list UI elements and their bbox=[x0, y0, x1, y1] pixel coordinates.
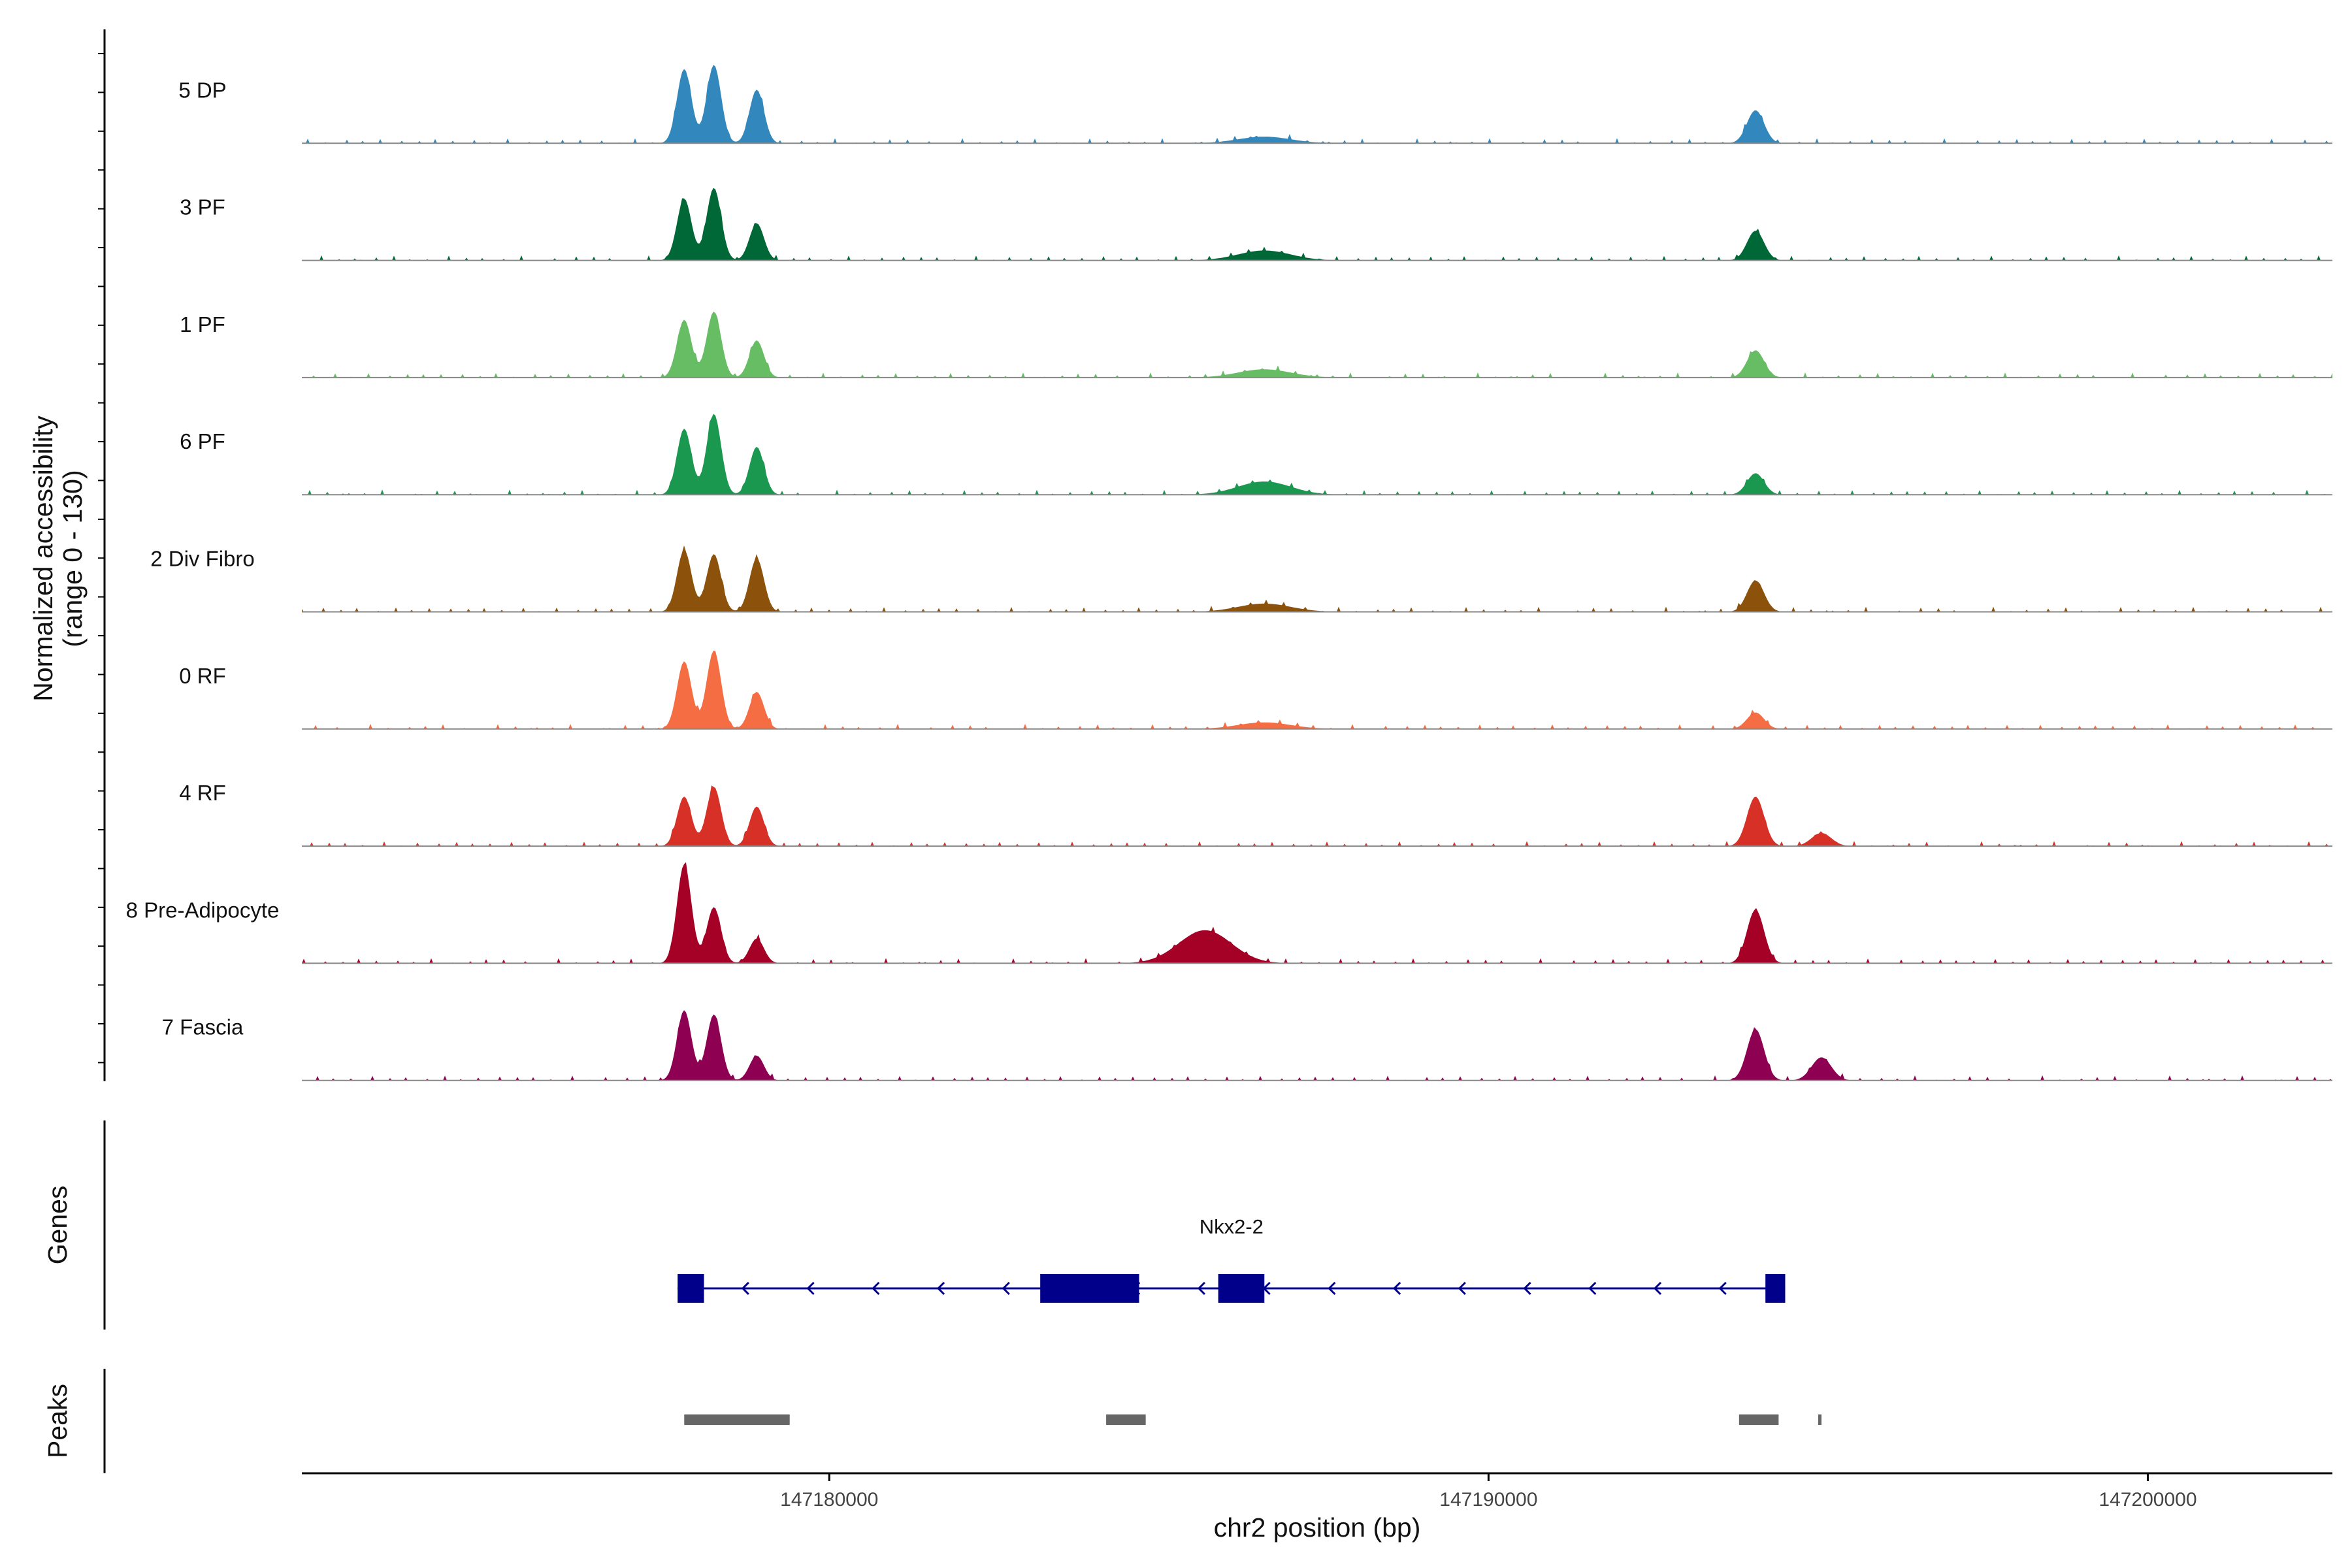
track-5-dp: 5 DP bbox=[178, 65, 2332, 144]
track-4-rf: 4 RF bbox=[179, 781, 2332, 847]
track-label: 6 PF bbox=[180, 429, 225, 453]
track-2-div-fibro: 2 Div Fibro bbox=[150, 545, 2332, 613]
track-label: 2 Div Fibro bbox=[150, 547, 255, 571]
genes-panel-title: Genes bbox=[42, 1186, 73, 1265]
strand-arrow bbox=[1588, 1281, 1597, 1296]
strand-arrow bbox=[741, 1281, 749, 1296]
track-label: 7 Fascia bbox=[162, 1015, 244, 1039]
strand-arrow bbox=[872, 1281, 880, 1296]
coverage-area bbox=[302, 862, 2332, 964]
strand-arrow bbox=[1653, 1281, 1662, 1296]
coverage-area bbox=[302, 785, 2332, 847]
exon-block bbox=[678, 1274, 704, 1303]
accessibility-tracks: 5 DP 3 PF 1 PF 6 PF 2 Div Fibro 0 RF 4 RF 8 Pre… bbox=[126, 65, 2332, 1081]
track-8-pre-adipocyte: 8 Pre-Adipocyte bbox=[126, 862, 2332, 964]
peak-region bbox=[1818, 1414, 1821, 1425]
coverage-area bbox=[302, 1010, 2332, 1081]
track-0-rf: 0 RF bbox=[179, 650, 2332, 730]
gene-label: Nkx2-2 bbox=[1200, 1215, 1264, 1238]
x-tick-label: 147190000 bbox=[1439, 1489, 1537, 1511]
x-axis-title: chr2 position (bp) bbox=[1214, 1512, 1421, 1543]
x-tick-label: 147200000 bbox=[2099, 1489, 2197, 1511]
strand-arrow bbox=[1328, 1281, 1336, 1296]
coverage-area bbox=[302, 312, 2332, 378]
y-axis-title: Normalized accessibility bbox=[28, 416, 58, 702]
strand-arrow bbox=[806, 1281, 815, 1296]
track-label: 4 RF bbox=[179, 781, 226, 805]
peak-regions-panel bbox=[684, 1414, 1821, 1425]
coverage-area bbox=[302, 188, 2332, 261]
exon-block bbox=[1218, 1274, 1265, 1303]
coverage-area bbox=[302, 414, 2332, 495]
x-tick-label: 147180000 bbox=[780, 1489, 878, 1511]
strand-arrow bbox=[1002, 1281, 1010, 1296]
strand-arrow bbox=[1197, 1281, 1206, 1296]
peak-region bbox=[1739, 1414, 1779, 1425]
track-7-fascia: 7 Fascia bbox=[162, 1010, 2332, 1081]
coverage-area bbox=[302, 650, 2332, 729]
coverage-area bbox=[302, 65, 2332, 144]
track-3-pf: 3 PF bbox=[180, 188, 2332, 261]
gene-annotation-panel: Nkx2-2 bbox=[678, 1215, 1786, 1303]
strand-arrow bbox=[1523, 1281, 1531, 1296]
track-label: 3 PF bbox=[180, 195, 225, 220]
strand-arrow bbox=[1393, 1281, 1401, 1296]
peaks-panel-title: Peaks bbox=[42, 1384, 73, 1458]
coverage-area bbox=[302, 545, 2332, 612]
strand-arrow bbox=[1718, 1281, 1727, 1296]
x-axis-ticks: 147180000 147190000 147200000 bbox=[780, 1473, 2197, 1511]
track-label: 8 Pre-Adipocyte bbox=[126, 898, 280, 922]
track-label: 1 PF bbox=[180, 312, 225, 336]
exon-block bbox=[1040, 1274, 1139, 1303]
strand-arrow bbox=[1458, 1281, 1466, 1296]
y-axis-range-label: (range 0 - 130) bbox=[57, 470, 88, 647]
peak-region bbox=[1106, 1414, 1146, 1425]
gene-nkx2-2: Nkx2-2 bbox=[678, 1215, 1786, 1303]
peak-region bbox=[684, 1414, 790, 1425]
track-1-pf: 1 PF bbox=[180, 312, 2332, 378]
track-6-pf: 6 PF bbox=[180, 414, 2332, 496]
strand-arrow bbox=[936, 1281, 945, 1296]
exon-block bbox=[1765, 1274, 1786, 1303]
y-axis-ticks bbox=[98, 53, 105, 1064]
track-label: 5 DP bbox=[178, 78, 226, 102]
track-label: 0 RF bbox=[179, 664, 226, 688]
